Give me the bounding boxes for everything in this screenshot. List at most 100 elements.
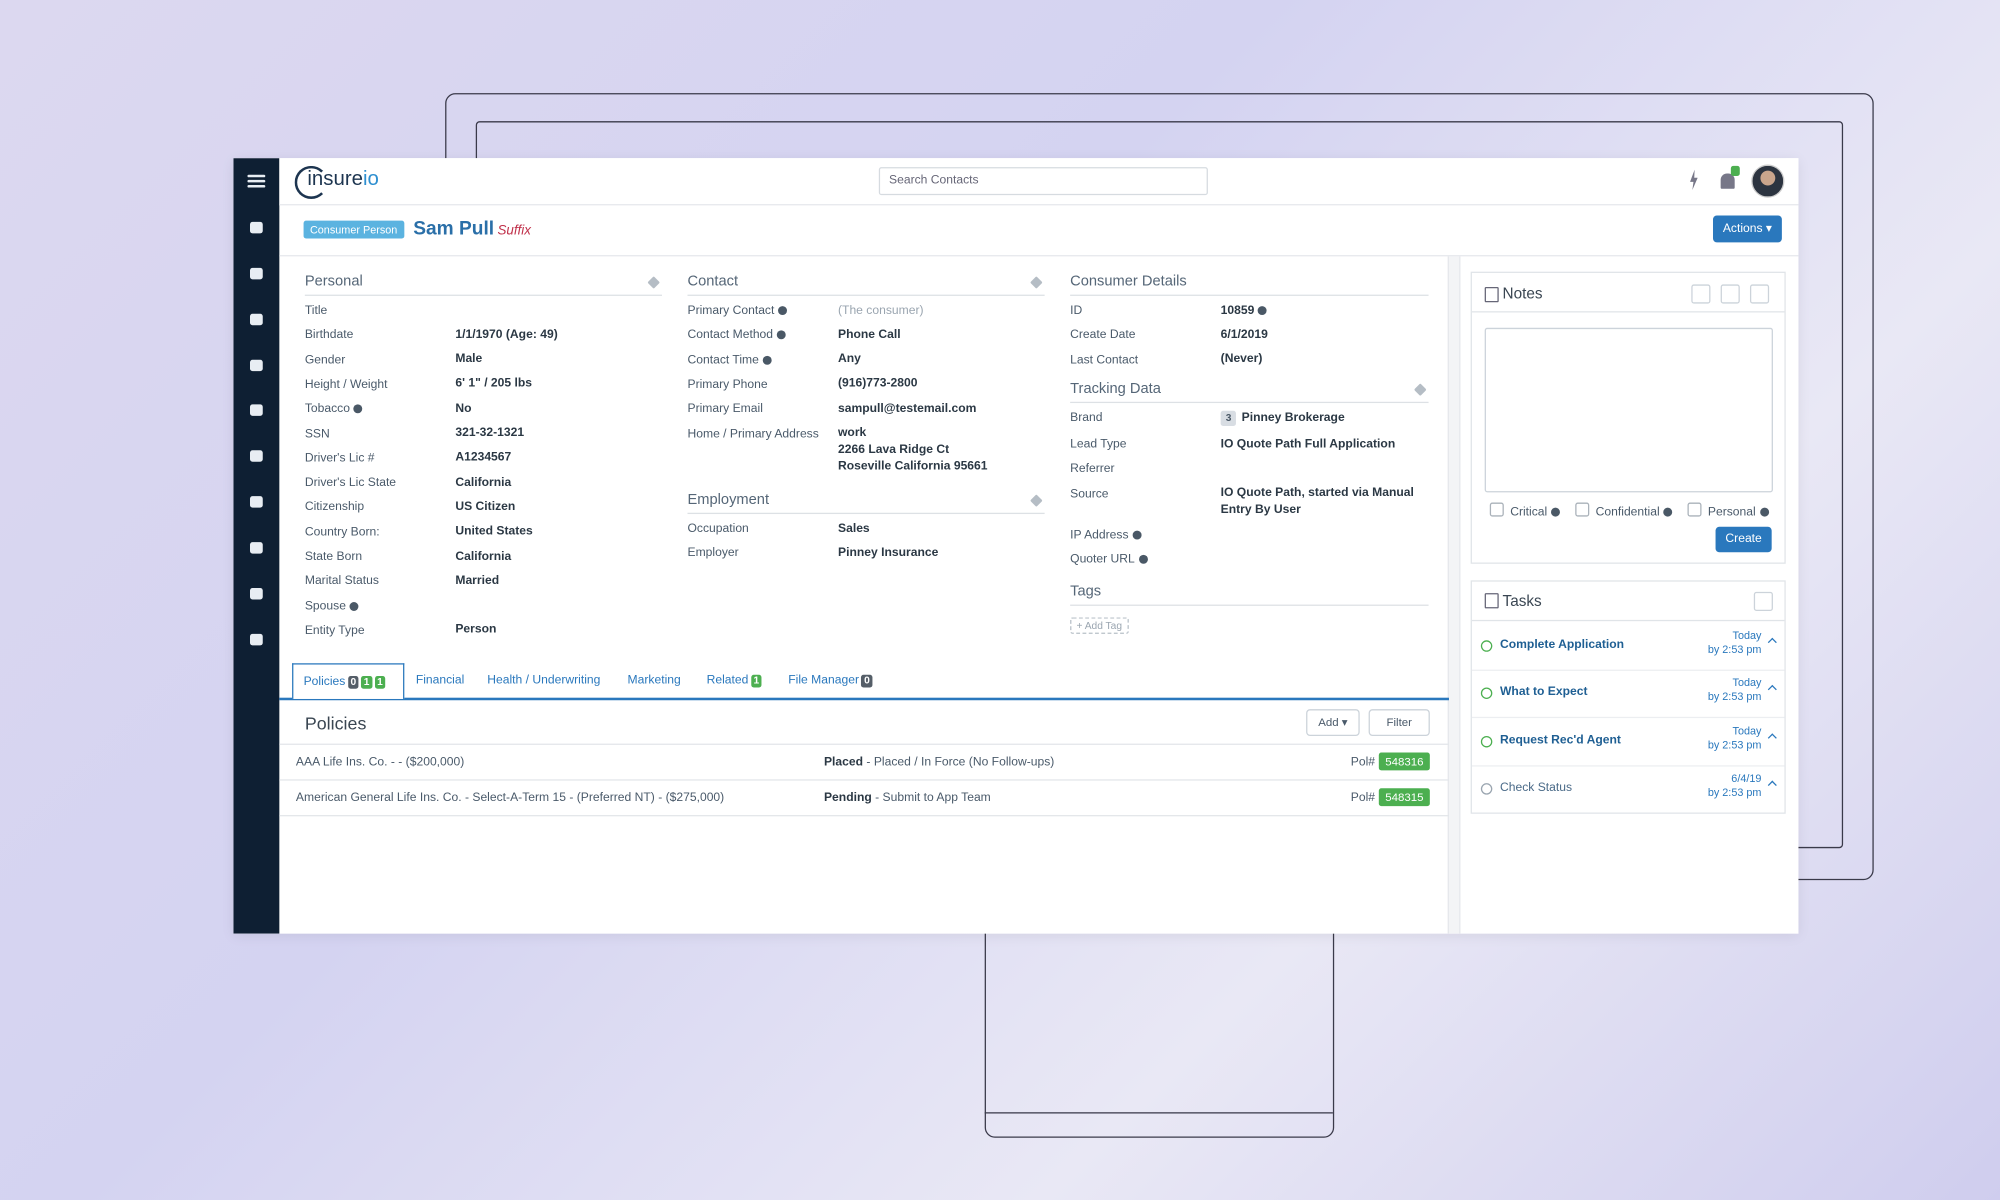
notes-tool-button[interactable] bbox=[1720, 284, 1740, 304]
field-value-text: Pinney Brokerage bbox=[1241, 410, 1345, 425]
sidebar-icon[interactable] bbox=[249, 221, 263, 234]
task-row[interactable]: Request Rec'd Agent Today by 2:53 pm bbox=[1471, 719, 1785, 767]
tasks-icon bbox=[1484, 593, 1499, 609]
task-date: 6/4/19 bbox=[1731, 771, 1762, 785]
tab[interactable]: File Manager 0 bbox=[777, 663, 879, 697]
field-label-text: Create Date bbox=[1070, 328, 1136, 343]
field-value-text: Phone Call bbox=[838, 327, 901, 342]
task-name: Request Rec'd Agent bbox=[1499, 732, 1621, 747]
field-label: Source bbox=[1070, 487, 1108, 501]
bell-icon[interactable] bbox=[1720, 173, 1735, 189]
actions-label: Actions bbox=[1722, 221, 1763, 236]
sidebar-icon[interactable] bbox=[249, 542, 263, 554]
contact-name: Sam Pull bbox=[413, 218, 495, 240]
field-label-text: Occupation bbox=[687, 521, 749, 536]
filter-button[interactable]: Filter bbox=[1368, 709, 1430, 736]
sidebar-icon[interactable] bbox=[249, 633, 263, 646]
field-value: US Citizen bbox=[455, 499, 515, 516]
field-label: Contact Time bbox=[687, 352, 772, 367]
tab-count: 1 bbox=[750, 674, 762, 688]
tab[interactable]: Marketing bbox=[616, 663, 695, 697]
task-expand[interactable] bbox=[1767, 637, 1777, 647]
field-label-text: Contact Method bbox=[687, 328, 774, 343]
section: Consumer Details ID 10859 Create Date 6/1/20… bbox=[1070, 274, 1429, 367]
search-box[interactable]: Search Contacts bbox=[878, 167, 1208, 196]
field-value-text: IO Quote Path Full Application bbox=[1220, 436, 1396, 451]
field-value: United States bbox=[455, 523, 532, 540]
tab[interactable]: Related 1 bbox=[695, 663, 777, 697]
tab[interactable]: Health / Underwriting bbox=[476, 663, 616, 697]
edit-icon[interactable] bbox=[1030, 494, 1043, 507]
note-option[interactable]: Critical bbox=[1489, 502, 1560, 519]
policy-status-name: Pending bbox=[823, 790, 872, 805]
splitter bbox=[1447, 256, 1461, 934]
field-value-text: sampull@testemail.com bbox=[838, 401, 977, 416]
field-label-text: Brand bbox=[1070, 410, 1103, 425]
section-title: Consumer Details bbox=[1070, 274, 1187, 290]
task-expand[interactable] bbox=[1767, 780, 1777, 790]
task-date: Today bbox=[1732, 676, 1762, 690]
task-expand[interactable] bbox=[1767, 732, 1777, 742]
sidebar-icon[interactable] bbox=[249, 267, 263, 280]
field-label-text: Contact Time bbox=[687, 352, 759, 367]
sidebar-icon[interactable] bbox=[247, 174, 266, 178]
avatar[interactable] bbox=[1751, 164, 1785, 198]
create-button[interactable]: Create bbox=[1715, 526, 1772, 553]
edit-icon[interactable] bbox=[1413, 383, 1427, 396]
field-label: Primary Phone bbox=[687, 377, 767, 391]
field-label-text: Quoter URL bbox=[1070, 552, 1135, 567]
sidebar-icon[interactable] bbox=[249, 496, 263, 508]
task-expand[interactable] bbox=[1767, 685, 1777, 695]
sidebar-icon[interactable] bbox=[249, 588, 263, 600]
tasks-filter-button[interactable] bbox=[1753, 591, 1773, 611]
field-label: Contact Method bbox=[687, 328, 786, 343]
contact-header: Consumer Person Sam Pull Suffix Actions … bbox=[279, 204, 1799, 257]
add-tag-button[interactable]: + Add Tag bbox=[1070, 617, 1129, 634]
tab[interactable]: Financial bbox=[404, 663, 475, 697]
field-label: Last Contact bbox=[1070, 353, 1138, 367]
section-title: Personal bbox=[304, 274, 363, 290]
field-value-line: 2266 Lava Ridge Ct bbox=[838, 442, 950, 457]
help-icon bbox=[778, 306, 788, 316]
notes-tool-button[interactable] bbox=[1749, 284, 1770, 304]
field-value-text: Person bbox=[455, 622, 497, 637]
field-value-text: California bbox=[455, 549, 512, 564]
sidebar-icon[interactable] bbox=[249, 313, 263, 326]
sidebar-icon[interactable] bbox=[249, 450, 263, 462]
notes-tool-button[interactable] bbox=[1691, 284, 1711, 304]
note-option[interactable]: Personal bbox=[1687, 502, 1769, 519]
section-rule bbox=[687, 294, 1045, 296]
sidebar-icon[interactable] bbox=[249, 404, 263, 416]
tasks-title: Tasks bbox=[1502, 591, 1542, 610]
field-label-text: Marital Status bbox=[304, 574, 379, 589]
field-value-line: Roseville California 95661 bbox=[838, 459, 988, 474]
note-option[interactable]: Confidential bbox=[1575, 502, 1673, 519]
policy-row[interactable]: American General Life Ins. Co. - Select-… bbox=[279, 781, 1449, 817]
field-value-text: United States bbox=[455, 524, 533, 539]
edit-icon[interactable] bbox=[1030, 276, 1043, 289]
task-row[interactable]: Complete Application Today by 2:53 pm bbox=[1471, 624, 1785, 671]
bolt-icon[interactable] bbox=[1690, 169, 1698, 191]
tab[interactable]: Policies 0 1 1 bbox=[292, 663, 405, 699]
field-label: Home / Primary Address bbox=[687, 427, 818, 441]
policy-row[interactable]: AAA Life Ins. Co. - - ($200,000) Placed -… bbox=[279, 745, 1449, 781]
field-label-text: Employer bbox=[687, 546, 739, 561]
field-label: Quoter URL bbox=[1070, 552, 1148, 567]
task-row[interactable]: Check Status 6/4/19 by 2:53 pm bbox=[1472, 766, 1784, 812]
task-row[interactable]: What to Expect Today by 2:53 pm bbox=[1471, 671, 1785, 719]
add-button[interactable]: Add ▾ bbox=[1306, 709, 1360, 736]
actions-button[interactable]: Actions ▾ bbox=[1712, 215, 1782, 243]
field-value-text: Any bbox=[838, 352, 861, 367]
task-status-icon bbox=[1480, 640, 1493, 652]
stand-line bbox=[984, 1112, 1333, 1114]
field-label: Lead Type bbox=[1070, 437, 1126, 451]
edit-icon[interactable] bbox=[647, 276, 661, 289]
notes-textarea[interactable] bbox=[1484, 327, 1773, 493]
field-value: (Never) bbox=[1221, 351, 1263, 368]
field-label: Employer bbox=[687, 546, 738, 560]
policy-status-name: Placed bbox=[823, 755, 864, 770]
help-icon bbox=[353, 404, 363, 414]
field-label-text: Referrer bbox=[1070, 462, 1115, 477]
sidebar-icon[interactable] bbox=[249, 359, 263, 372]
field-label: Primary Email bbox=[687, 402, 762, 416]
